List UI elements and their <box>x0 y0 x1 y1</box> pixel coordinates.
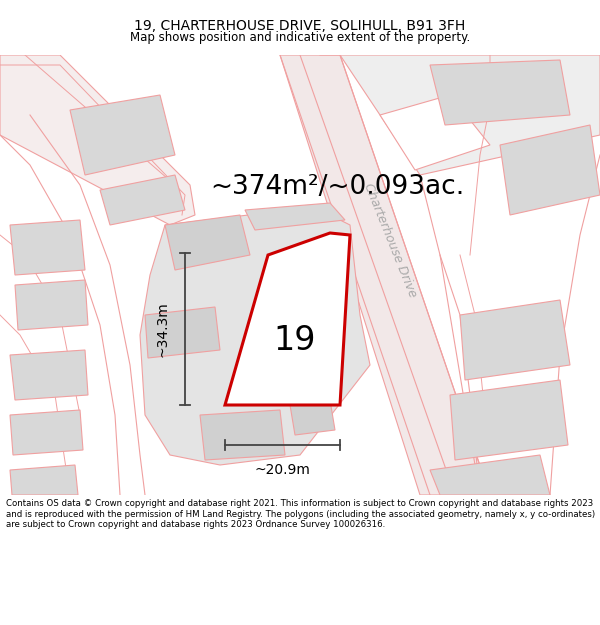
Polygon shape <box>280 55 490 495</box>
Polygon shape <box>500 125 600 215</box>
Polygon shape <box>290 400 335 435</box>
Polygon shape <box>450 380 568 460</box>
Polygon shape <box>10 350 88 400</box>
Text: 19: 19 <box>274 324 316 356</box>
Polygon shape <box>460 300 570 380</box>
Polygon shape <box>15 280 88 330</box>
Polygon shape <box>165 215 250 270</box>
Polygon shape <box>0 55 195 225</box>
Polygon shape <box>140 210 370 465</box>
Polygon shape <box>100 175 185 225</box>
Polygon shape <box>245 203 345 230</box>
Text: ~374m²/~0.093ac.: ~374m²/~0.093ac. <box>210 174 464 200</box>
Text: Contains OS data © Crown copyright and database right 2021. This information is : Contains OS data © Crown copyright and d… <box>6 499 595 529</box>
Polygon shape <box>340 55 600 175</box>
Polygon shape <box>430 60 570 125</box>
Polygon shape <box>380 95 490 170</box>
Polygon shape <box>70 95 175 175</box>
Text: ~34.3m: ~34.3m <box>156 301 170 357</box>
Text: 19, CHARTERHOUSE DRIVE, SOLIHULL, B91 3FH: 19, CHARTERHOUSE DRIVE, SOLIHULL, B91 3F… <box>134 19 466 32</box>
Text: Charterhouse Drive: Charterhouse Drive <box>361 181 419 299</box>
Text: ~20.9m: ~20.9m <box>254 463 310 477</box>
Polygon shape <box>430 455 550 495</box>
Polygon shape <box>10 410 83 455</box>
Polygon shape <box>145 307 220 358</box>
Text: Map shows position and indicative extent of the property.: Map shows position and indicative extent… <box>130 31 470 44</box>
Polygon shape <box>200 410 285 460</box>
Polygon shape <box>10 220 85 275</box>
Polygon shape <box>10 465 78 495</box>
Polygon shape <box>225 233 350 405</box>
